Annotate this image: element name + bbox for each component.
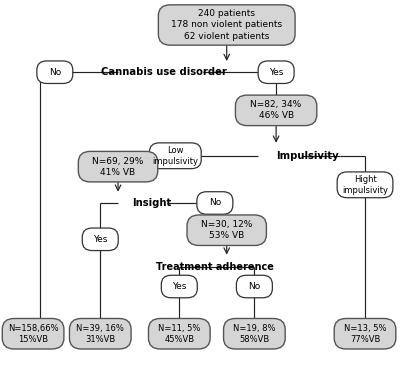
FancyBboxPatch shape [334, 318, 396, 349]
FancyBboxPatch shape [158, 5, 295, 45]
Text: Yes: Yes [93, 235, 108, 244]
FancyBboxPatch shape [82, 228, 118, 251]
FancyBboxPatch shape [337, 172, 393, 198]
FancyBboxPatch shape [148, 318, 210, 349]
Text: Yes: Yes [172, 282, 186, 291]
FancyBboxPatch shape [187, 215, 266, 246]
Text: N=11, 5%
45%VB: N=11, 5% 45%VB [158, 324, 200, 344]
FancyBboxPatch shape [224, 318, 285, 349]
FancyBboxPatch shape [2, 318, 64, 349]
Text: Impulsivity: Impulsivity [276, 151, 339, 161]
FancyBboxPatch shape [78, 152, 158, 182]
Text: N=30, 12%
53% VB: N=30, 12% 53% VB [201, 220, 252, 240]
Text: 240 patients
178 non violent patients
62 violent patients: 240 patients 178 non violent patients 62… [171, 10, 282, 41]
FancyBboxPatch shape [37, 61, 73, 83]
FancyBboxPatch shape [236, 95, 317, 126]
Text: Yes: Yes [269, 68, 283, 77]
FancyBboxPatch shape [150, 143, 201, 169]
Text: No: No [248, 282, 260, 291]
Text: Treatment adherence: Treatment adherence [156, 262, 274, 272]
Text: N=69, 29%
41% VB: N=69, 29% 41% VB [92, 157, 144, 177]
Text: No: No [49, 68, 61, 77]
Text: N=82, 34%
46% VB: N=82, 34% 46% VB [250, 100, 302, 120]
Text: N=158,66%
15%VB: N=158,66% 15%VB [8, 324, 58, 344]
Text: Insight: Insight [132, 198, 171, 208]
FancyBboxPatch shape [236, 275, 272, 298]
Text: Cannabis use disorder: Cannabis use disorder [100, 67, 226, 77]
Text: Low
impulsivity: Low impulsivity [152, 146, 198, 166]
FancyBboxPatch shape [197, 192, 233, 214]
FancyBboxPatch shape [258, 61, 294, 83]
FancyBboxPatch shape [70, 318, 131, 349]
Text: N=39, 16%
31%VB: N=39, 16% 31%VB [76, 324, 124, 344]
Text: Hight
impulsivity: Hight impulsivity [342, 175, 388, 195]
FancyBboxPatch shape [161, 275, 197, 298]
Text: N=13, 5%
77%VB: N=13, 5% 77%VB [344, 324, 386, 344]
Text: No: No [209, 198, 221, 208]
Text: N=19, 8%
58%VB: N=19, 8% 58%VB [233, 324, 276, 344]
